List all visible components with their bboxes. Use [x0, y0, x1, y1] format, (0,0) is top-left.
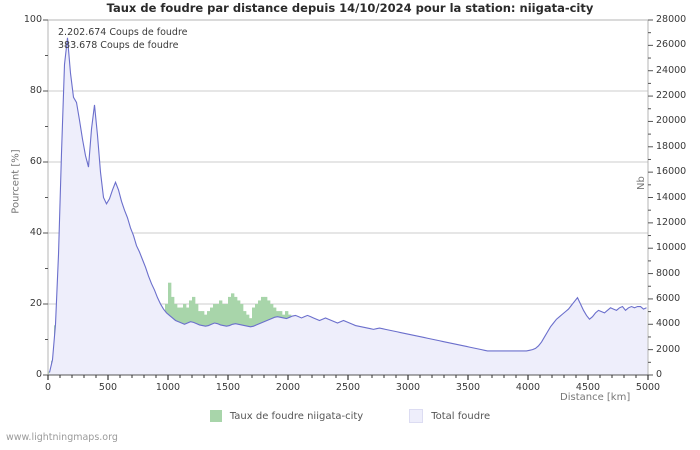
y-axis-right-tick-4000: 4000	[656, 318, 681, 330]
y-axis-left-tick-40: 40	[29, 227, 42, 238]
x-axis-tick-3000: 3000	[395, 382, 421, 393]
y-axis-right-tick-24000: 24000	[656, 64, 687, 76]
x-axis-tick-500: 500	[98, 382, 118, 393]
y-axis-left-tick-20: 20	[29, 298, 42, 309]
y-axis-left-tick-0: 0	[35, 369, 42, 380]
annotation-total-strokes: 2.202.674 Coups de foudre	[58, 27, 188, 38]
y-axis-right-tick-16000: 16000	[656, 166, 687, 178]
x-axis-label: Distance [km]	[560, 392, 631, 403]
y-axis-right-tick-10000: 10000	[656, 242, 687, 254]
y-axis-right-tick-0: 0	[656, 369, 663, 380]
x-axis-tick-4000: 4000	[515, 382, 541, 393]
x-axis-tick-2000: 2000	[275, 382, 301, 393]
y-axis-right-tick-8000: 8000	[656, 267, 681, 279]
y-axis-right-tick-12000: 12000	[656, 216, 687, 228]
y-axis-right-tick-18000: 18000	[656, 140, 687, 152]
legend-item-rate: Taux de foudre niigata-city	[209, 410, 364, 422]
chart-legend: Taux de foudre niigata-city Total foudre	[0, 409, 700, 423]
x-axis-tick-0: 0	[44, 382, 52, 393]
y-axis-left-tick-80: 80	[29, 85, 42, 96]
footer-url: www.lightningmaps.org	[6, 432, 118, 443]
x-axis-tick-3500: 3500	[455, 382, 481, 393]
x-axis-tick-2500: 2500	[335, 382, 361, 393]
y-axis-left-label: Pourcent [%]	[10, 149, 22, 214]
legend-swatch-rate	[209, 410, 222, 422]
y-axis-right-label: Nb	[636, 176, 647, 190]
page-title: Taux de foudre par distance depuis 14/10…	[106, 1, 594, 15]
legend-item-total: Total foudre	[409, 409, 490, 423]
legend-swatch-total	[409, 409, 424, 423]
x-axis-tick-4500: 4500	[575, 382, 601, 393]
x-axis-tick-1500: 1500	[215, 382, 241, 393]
y-axis-right-tick-28000: 28000	[656, 14, 687, 25]
y-axis-right-tick-14000: 14000	[656, 191, 687, 203]
y-axis-right-tick-6000: 6000	[656, 292, 681, 304]
legend-label-total: Total foudre	[431, 410, 491, 422]
y-axis-left-tick-60: 60	[29, 156, 42, 167]
legend-label-rate: Taux de foudre niigata-city	[229, 410, 364, 422]
y-axis-right-tick-2000: 2000	[656, 343, 681, 355]
annotation-station-strokes: 383.678 Coups de foudre	[58, 40, 179, 51]
y-axis-right-tick-22000: 22000	[656, 90, 687, 102]
y-axis-left-tick-100: 100	[23, 14, 42, 25]
x-axis-tick-5000: 5000	[635, 382, 661, 393]
x-axis-tick-1000: 1000	[155, 382, 181, 393]
y-axis-right-tick-26000: 26000	[656, 39, 687, 51]
y-axis-right-tick-20000: 20000	[656, 115, 687, 127]
